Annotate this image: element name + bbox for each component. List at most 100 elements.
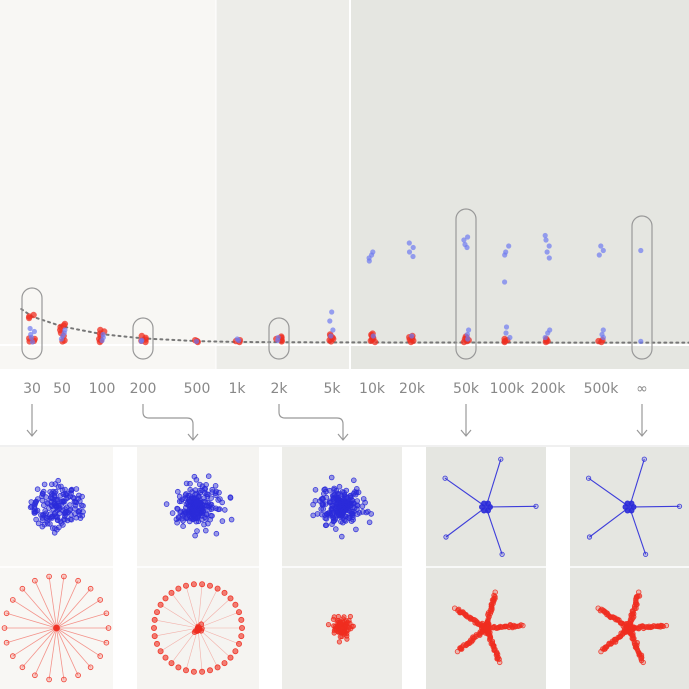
region-backgrounds [0, 0, 689, 369]
thumbnail-panels [0, 445, 689, 689]
graph-edge [12, 627, 57, 657]
graph-node [19, 585, 26, 592]
graph-node [192, 487, 199, 493]
graph-node [359, 503, 366, 510]
graph-edge [160, 627, 199, 652]
red-graph [452, 589, 526, 666]
blue-point [542, 334, 548, 341]
graph-node [192, 532, 198, 539]
graph-node [333, 627, 339, 633]
graph-node [34, 486, 41, 493]
graph-edge [197, 611, 240, 629]
graph-node [232, 648, 239, 655]
graph-node [222, 507, 228, 513]
graph-node [61, 676, 67, 683]
graph-node [68, 512, 74, 518]
graph-node [168, 660, 175, 667]
highlight-capsule [21, 287, 43, 360]
graph-node [183, 480, 190, 487]
graph-node [199, 581, 206, 588]
graph-edge [197, 627, 203, 672]
graph-node [185, 509, 192, 516]
graph-node [32, 672, 38, 679]
graph-edge [22, 588, 57, 629]
blue-point [370, 249, 376, 255]
graph-node [238, 616, 245, 623]
graph-node [352, 491, 359, 498]
graph-node [47, 515, 53, 521]
graph-node [39, 497, 46, 504]
graph-node [442, 475, 448, 481]
region-background [350, 0, 689, 369]
graph-node [49, 503, 55, 510]
graph-node [627, 627, 633, 634]
arrow-head [26, 429, 38, 437]
graph-node [56, 502, 62, 509]
graph-edge [22, 627, 57, 668]
graph-node [212, 482, 219, 489]
panel-2k [282, 447, 402, 689]
blue-graph [27, 477, 86, 536]
graph-node [215, 497, 222, 503]
graph-node [341, 614, 347, 620]
blue-point [461, 237, 467, 243]
graph-node [153, 609, 160, 616]
graph-node [322, 512, 328, 518]
blue-point [29, 339, 36, 345]
graph-node [338, 533, 345, 540]
graph-edge [56, 627, 79, 676]
graph-node [162, 595, 169, 602]
graph-node [318, 506, 325, 512]
graph-node [338, 501, 345, 508]
graph-node [214, 664, 221, 671]
graph-node [206, 582, 213, 589]
graph-node [67, 502, 73, 508]
arrow-head [636, 429, 648, 437]
highlight-capsule [455, 208, 477, 360]
panel-∞ [570, 447, 689, 689]
graph-node [330, 496, 337, 502]
blue-point [598, 243, 604, 249]
graph-node [182, 667, 189, 674]
graph-node [75, 577, 81, 584]
graph-edge [56, 627, 65, 680]
blue-point [638, 338, 644, 344]
graph-node [46, 676, 52, 683]
x-axis: 30 50 100 200 500 1k 2k 5k 10k 20k 50k 100k 200k 500k… [23, 381, 648, 397]
highlight-capsules [21, 208, 653, 360]
graph-node [310, 501, 316, 508]
graph-node [484, 625, 491, 631]
graph-node [492, 589, 498, 595]
blue-point [547, 327, 553, 333]
graph-node [354, 502, 361, 509]
arrow-line [142, 404, 194, 440]
graph-node [338, 620, 344, 627]
arrow-head [460, 429, 472, 437]
graph-node [228, 516, 235, 523]
graph-node [52, 481, 59, 487]
graph-node [312, 486, 319, 493]
blue-point [100, 331, 106, 338]
panel-30 [0, 447, 113, 689]
graph-edge [628, 506, 647, 555]
blue-point [462, 241, 468, 248]
graph-node [227, 494, 234, 501]
graph-node [175, 585, 182, 592]
blue-point [139, 337, 145, 343]
graph-node [345, 627, 351, 633]
red-graph [1, 573, 112, 683]
graph-node [221, 660, 228, 667]
graph-edge [6, 627, 57, 644]
arrow-line [278, 404, 344, 440]
graph-node [57, 492, 64, 499]
graph-node [341, 517, 348, 523]
graph-node [341, 489, 347, 496]
blue-point [503, 324, 510, 330]
graph-node [151, 633, 158, 640]
blue-graph [310, 474, 375, 540]
graph-edge [56, 588, 91, 629]
highlight-capsule [631, 215, 653, 360]
graph-node [103, 639, 110, 646]
graph-node [235, 609, 242, 616]
graph-edge [185, 585, 199, 629]
